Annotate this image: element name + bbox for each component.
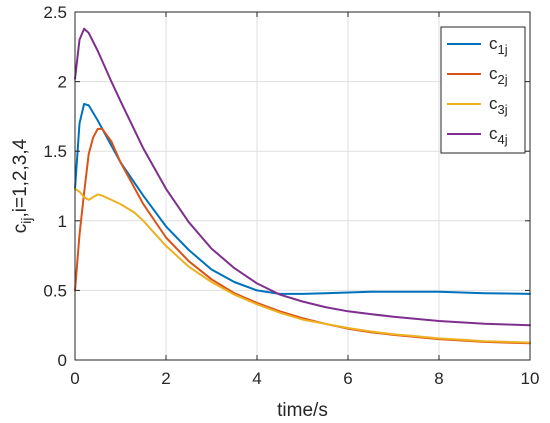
legend: c1j c2j c3j c4j <box>440 26 526 154</box>
x-tick-label: 8 <box>434 369 443 388</box>
x-tick-labels: 0 2 4 6 8 10 <box>70 369 539 388</box>
x-axis-label: time/s <box>277 400 328 421</box>
legend-box <box>440 26 526 154</box>
y-tick-labels: 0 0.5 1 1.5 2 2.5 <box>43 3 67 370</box>
y-axis-label-rest: ,i=1,2,3,4 <box>10 138 31 217</box>
legend-label-3j: c3j <box>489 94 508 117</box>
legend-label-2j: c2j <box>489 64 508 87</box>
y-axis-label: cij,i=1,2,3,4 <box>10 138 34 233</box>
x-tick-label: 10 <box>521 369 540 388</box>
series-group <box>74 27 531 345</box>
y-tick-label: 1 <box>58 212 67 231</box>
x-tick-label: 2 <box>161 369 170 388</box>
y-tick-label: 2 <box>58 73 67 92</box>
x-tick-label: 0 <box>70 369 79 388</box>
y-axis-label-main: c <box>10 224 31 234</box>
legend-label-4j: c4j <box>489 124 508 147</box>
series-line-3j <box>74 187 531 344</box>
x-tick-label: 4 <box>252 369 261 388</box>
y-axis-label-sub: ij <box>18 217 34 223</box>
y-tick-label: 2.5 <box>43 3 67 22</box>
y-tick-label: 1.5 <box>43 142 67 161</box>
x-tick-label: 6 <box>343 369 352 388</box>
plot-frame <box>74 11 531 361</box>
y-tick-label: 0 <box>58 351 67 370</box>
legend-label-1j: c1j <box>489 34 508 57</box>
y-tick-label: 0.5 <box>43 281 67 300</box>
axis-ticks <box>74 11 531 361</box>
series-line-1j <box>74 102 531 295</box>
series-line-4j <box>74 27 531 327</box>
